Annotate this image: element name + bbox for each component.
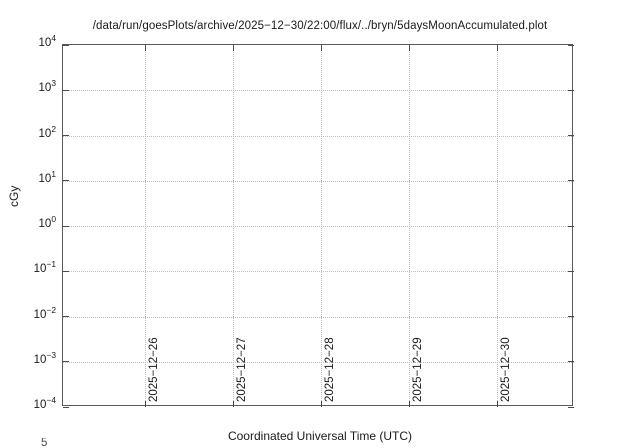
y-gridline: [63, 135, 574, 137]
y-tick-label: 100: [38, 214, 56, 230]
x-axis-title: Coordinated Universal Time (UTC): [227, 429, 413, 443]
x-tick-label: 2025−12−30: [500, 337, 512, 402]
y-tick-mark-right: [568, 316, 574, 317]
y-gridline: [63, 180, 574, 182]
y-tick-mark-right: [568, 44, 574, 46]
x-tick-label: 2025−12−27: [236, 337, 248, 402]
clipped-bottom-label: 5: [41, 438, 48, 448]
x-tick-label: 2025−12−26: [148, 337, 160, 402]
y-gridline: [63, 271, 574, 273]
y-tick-mark-right: [568, 89, 574, 91]
x-tick-mark-bottom: [320, 401, 322, 407]
x-tick-mark-bottom: [496, 401, 498, 407]
y-tick-mark: [63, 89, 69, 91]
y-tick-mark: [63, 135, 69, 136]
x-gridline: [321, 45, 322, 407]
x-tick-mark-top: [232, 45, 234, 51]
x-tick-label: 2025−12−29: [412, 337, 424, 402]
x-tick-mark-bottom: [408, 401, 410, 407]
y-tick-mark-right: [568, 135, 574, 136]
y-tick-label: 102: [38, 123, 56, 140]
x-gridline: [233, 45, 234, 407]
y-tick-label: 101: [38, 168, 56, 185]
y-tick-mark: [63, 180, 69, 182]
x-tick-mark-bottom: [144, 401, 146, 407]
x-tick-mark-top: [496, 45, 498, 51]
x-tick-mark-top: [144, 45, 146, 51]
y-tick-mark: [63, 44, 69, 46]
x-gridline: [145, 45, 146, 407]
y-gridline: [63, 90, 574, 92]
plot-area: [62, 44, 574, 408]
y-tick-label: 104: [38, 33, 56, 49]
y-axis-title: cGy: [7, 185, 21, 207]
y-tick-mark: [63, 361, 69, 363]
y-tick-mark-right: [568, 270, 574, 272]
y-tick-label: 10−3: [33, 349, 56, 366]
y-tick-mark: [63, 225, 69, 227]
y-tick-mark-right: [568, 225, 574, 227]
x-tick-mark-top: [320, 45, 322, 51]
y-tick-mark: [63, 270, 69, 272]
y-gridline: [63, 226, 574, 227]
x-tick-label: 2025−12−28: [324, 337, 336, 402]
y-tick-mark: [63, 316, 69, 317]
horizontal-gridlines: [63, 44, 574, 408]
y-tick-label: 103: [38, 78, 56, 95]
y-tick-mark-right: [568, 361, 574, 363]
x-tick-mark-top: [408, 45, 410, 51]
y-tick-label: 10−2: [33, 304, 56, 321]
vertical-gridlines: [63, 45, 572, 407]
y-tick-mark-right: [568, 406, 574, 408]
x-gridline: [409, 45, 410, 407]
x-tick-mark-bottom: [232, 401, 234, 407]
y-tick-label: 10−4: [33, 395, 56, 411]
y-gridline: [63, 361, 574, 363]
x-gridline: [497, 45, 498, 407]
y-tick-mark: [63, 406, 69, 408]
y-tick-mark-right: [568, 180, 574, 182]
y-tick-label: 10−1: [33, 259, 56, 276]
y-gridline: [63, 316, 574, 318]
page-title: /data/run/goesPlots/archive/2025−12−30/2…: [92, 20, 548, 32]
